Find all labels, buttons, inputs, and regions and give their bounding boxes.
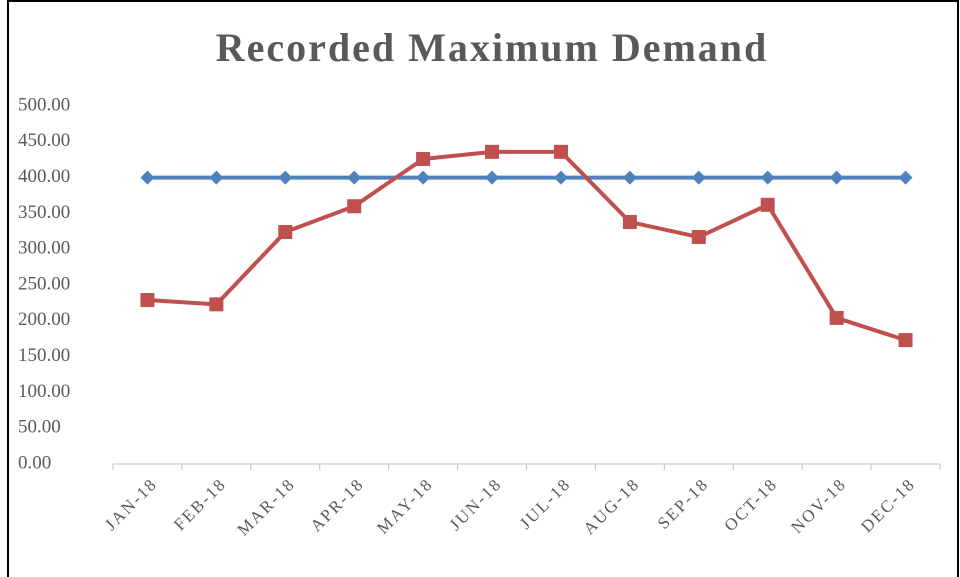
chart-frame bbox=[7, 0, 959, 577]
y-tick-label: 150.00 bbox=[18, 345, 70, 366]
marker bbox=[140, 170, 155, 185]
y-tick-label: 100.00 bbox=[18, 381, 70, 402]
marker bbox=[278, 170, 293, 185]
y-tick-label: 500.00 bbox=[18, 94, 70, 115]
marker bbox=[485, 144, 500, 159]
marker bbox=[416, 170, 431, 185]
marker bbox=[140, 293, 155, 308]
y-tick-label: 400.00 bbox=[18, 166, 70, 187]
y-tick-label: 300.00 bbox=[18, 238, 70, 259]
marker bbox=[691, 230, 706, 245]
marker bbox=[209, 297, 224, 312]
y-tick-label: 50.00 bbox=[18, 417, 61, 438]
y-tick-label: 450.00 bbox=[18, 130, 70, 151]
marker bbox=[278, 225, 293, 240]
marker bbox=[209, 170, 224, 185]
marker bbox=[553, 144, 568, 159]
marker bbox=[898, 170, 913, 185]
marker bbox=[347, 199, 362, 214]
y-tick-label: 0.00 bbox=[18, 452, 51, 473]
y-tick-label: 250.00 bbox=[18, 273, 70, 294]
marker bbox=[622, 214, 637, 229]
y-tick-label: 350.00 bbox=[18, 202, 70, 223]
marker bbox=[622, 170, 637, 185]
marker bbox=[485, 170, 500, 185]
series-line bbox=[147, 149, 907, 343]
marker bbox=[553, 170, 568, 185]
y-tick-label: 200.00 bbox=[18, 309, 70, 330]
marker bbox=[347, 170, 362, 185]
marker bbox=[829, 310, 844, 325]
marker bbox=[829, 170, 844, 185]
marker bbox=[760, 170, 775, 185]
marker bbox=[898, 333, 913, 348]
chart-title: Recorded Maximum Demand bbox=[216, 25, 769, 70]
marker bbox=[691, 170, 706, 185]
marker bbox=[760, 197, 775, 212]
marker bbox=[416, 151, 431, 166]
